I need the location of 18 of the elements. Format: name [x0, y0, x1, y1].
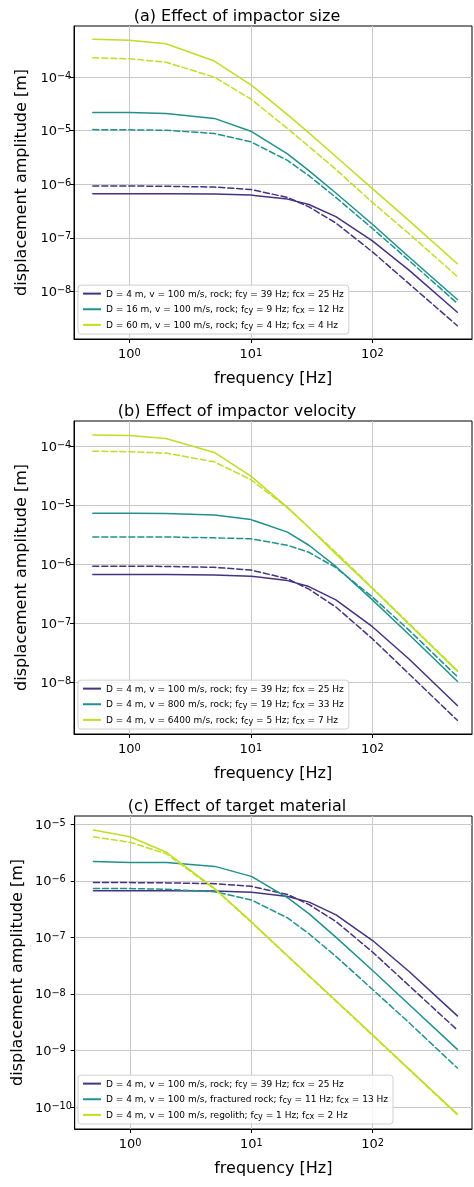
chart-title: (a) Effect of impactor size	[133, 5, 341, 25]
y-axis-title: displacement amplitude [m]	[10, 464, 30, 691]
legend-label: D = 4 m, v = 100 m/s, rock; fcy = 39 Hz; fcx = 25 Hz	[106, 288, 345, 300]
legend-label: D = 60 m, v = 100 m/s, rock; fcy = 4 Hz; fcx = 4 Hz	[106, 319, 339, 331]
legend-label: D = 4 m, v = 100 m/s, fractured rock; fcy = 11 Hz; fcx = 13 Hz	[106, 1094, 389, 1105]
legend-label: D = 4 m, v = 6400 m/s, rock; fcy = 5 Hz; fcx = 7 Hz	[106, 714, 339, 726]
y-axis-title: displacement amplitude [m]	[10, 69, 30, 296]
chart-title: (c) Effect of target material	[127, 795, 347, 815]
legend-label: D = 16 m, v = 100 m/s, rock; fcy = 9 Hz; fcx = 12 Hz	[106, 304, 345, 315]
x-axis-title: frequency [Hz]	[214, 1157, 333, 1177]
chart-title: (b) Effect of impactor velocity	[117, 400, 357, 420]
x-axis-title: frequency [Hz]	[213, 762, 333, 782]
legend-label: D = 4 m, v = 100 m/s, rock; fcy = 39 Hz; fcx = 25 Hz	[106, 1078, 345, 1090]
legend-label: D = 4 m, v = 100 m/s, regolith; fcy = 1 Hz; fcx = 2 Hz	[106, 1109, 348, 1121]
legend-label: D = 4 m, v = 100 m/s, rock; fcy = 39 Hz; fcx = 25 Hz	[106, 683, 345, 695]
x-axis-title: frequency [Hz]	[213, 367, 333, 387]
y-axis-title: displacement amplitude [m]	[6, 859, 26, 1086]
legend-label: D = 4 m, v = 800 m/s, rock; fcy = 19 Hz; fcx = 33 Hz	[106, 699, 345, 710]
